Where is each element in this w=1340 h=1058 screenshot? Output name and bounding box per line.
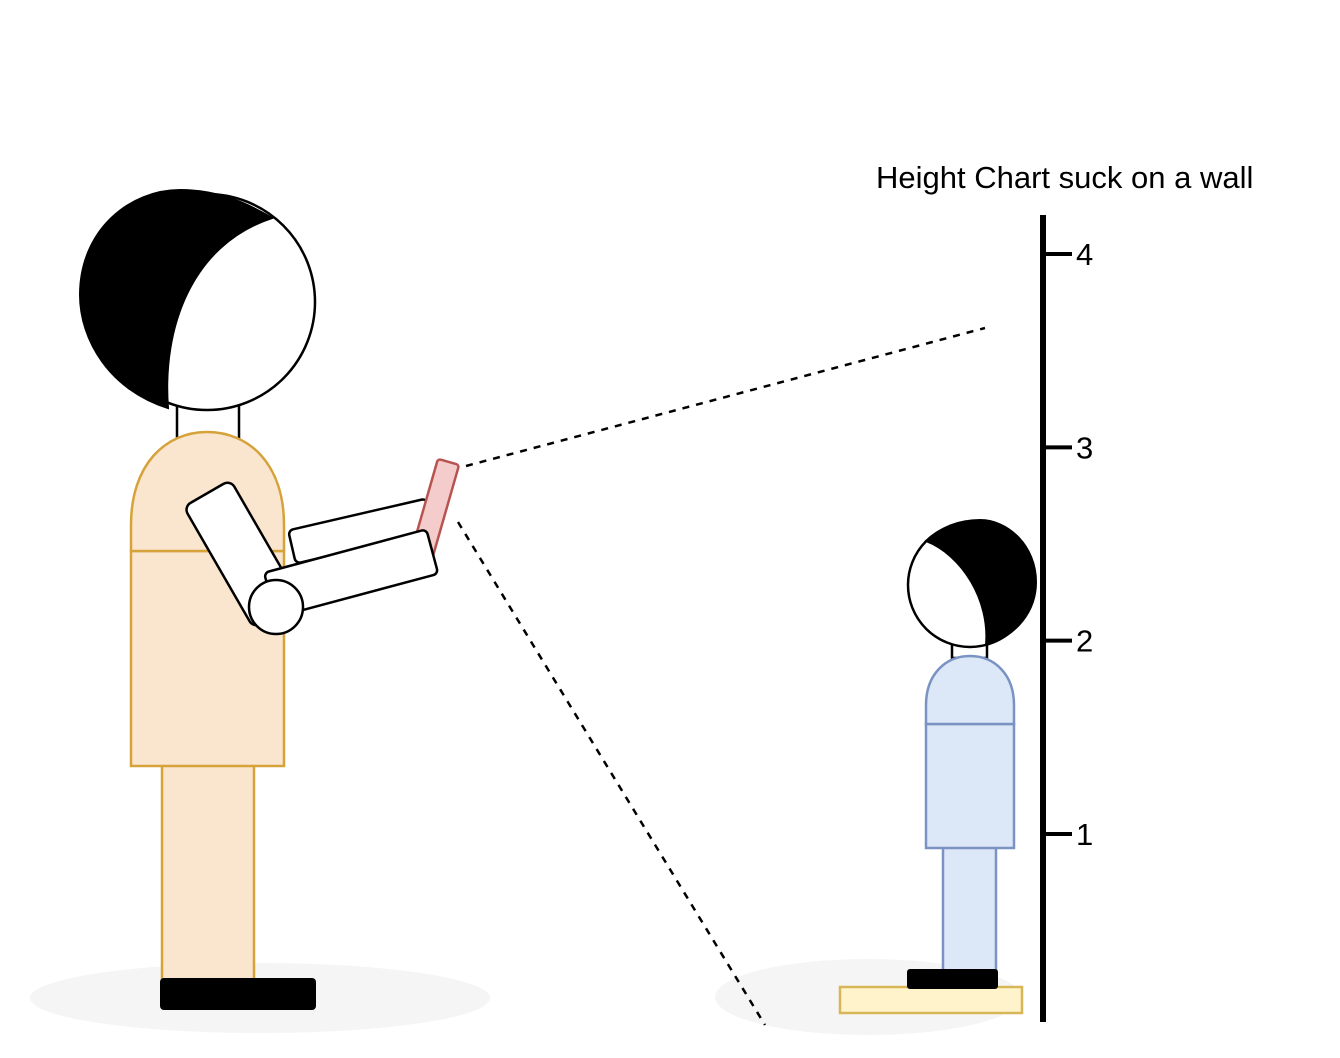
child-legs [941,845,998,975]
tick-label-4: 4 [1076,237,1093,272]
child-shoe [907,969,998,989]
child-torso-lower [924,722,1016,850]
chart-title: Height Chart suck on a wall [876,160,1253,195]
height-chart-ticks: 1 2 3 4 [1043,237,1093,852]
tick-label-2: 2 [1076,624,1093,659]
sight-line-lower [456,521,767,1026]
adult-figure [78,188,460,1010]
tick-label-3: 3 [1076,430,1093,465]
child-hair [924,518,1038,647]
adult-hair [78,188,275,410]
adult-legs [160,762,256,1000]
child-step [838,985,1024,1015]
sight-line-upper [465,326,986,468]
tick-label-1: 1 [1076,817,1093,852]
adult-elbow [247,578,305,636]
child-figure [838,518,1038,1015]
adult-shoe [160,978,316,1010]
child-torso-upper [924,654,1016,726]
height-chart: Height Chart suck on a wall 1 2 3 4 [876,160,1253,1022]
